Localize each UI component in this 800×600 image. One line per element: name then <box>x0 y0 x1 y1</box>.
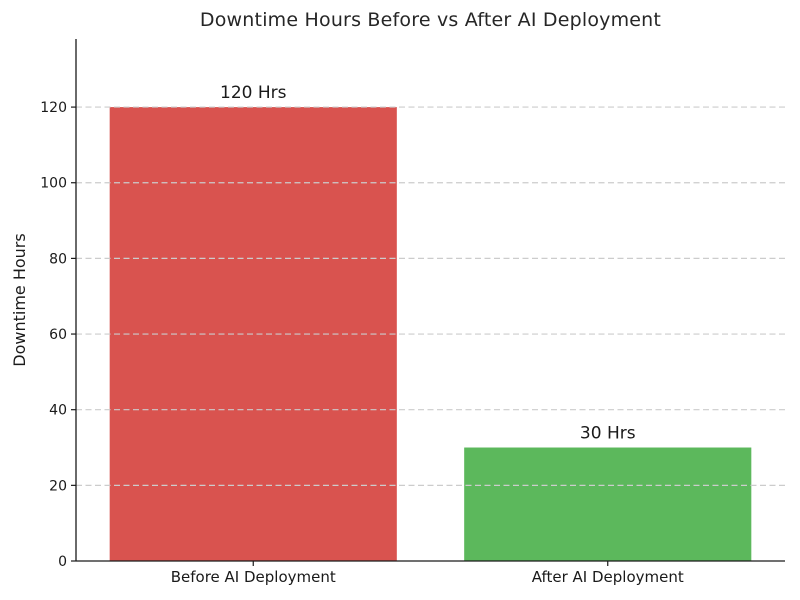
y-tick-label-100: 100 <box>40 176 67 192</box>
bar-value-label-after-ai-deployment: 30 Hrs <box>580 424 636 444</box>
bar-after-ai-deployment <box>464 447 752 561</box>
x-tick-label-after-ai-deployment: After AI Deployment <box>532 568 684 586</box>
y-tick-label-60: 60 <box>49 327 67 343</box>
y-tick-label-20: 20 <box>49 478 67 494</box>
y-tick-label-80: 80 <box>49 251 67 267</box>
y-axis-label: Downtime Hours <box>10 233 29 366</box>
y-tick-label-40: 40 <box>49 403 67 419</box>
x-tick-label-before-ai-deployment: Before AI Deployment <box>171 568 336 586</box>
y-tick-label-120: 120 <box>40 100 67 116</box>
chart-title: Downtime Hours Before vs After AI Deploy… <box>199 9 662 31</box>
bar-value-label-before-ai-deployment: 120 Hrs <box>220 83 287 103</box>
y-tick-label-0: 0 <box>58 554 67 570</box>
